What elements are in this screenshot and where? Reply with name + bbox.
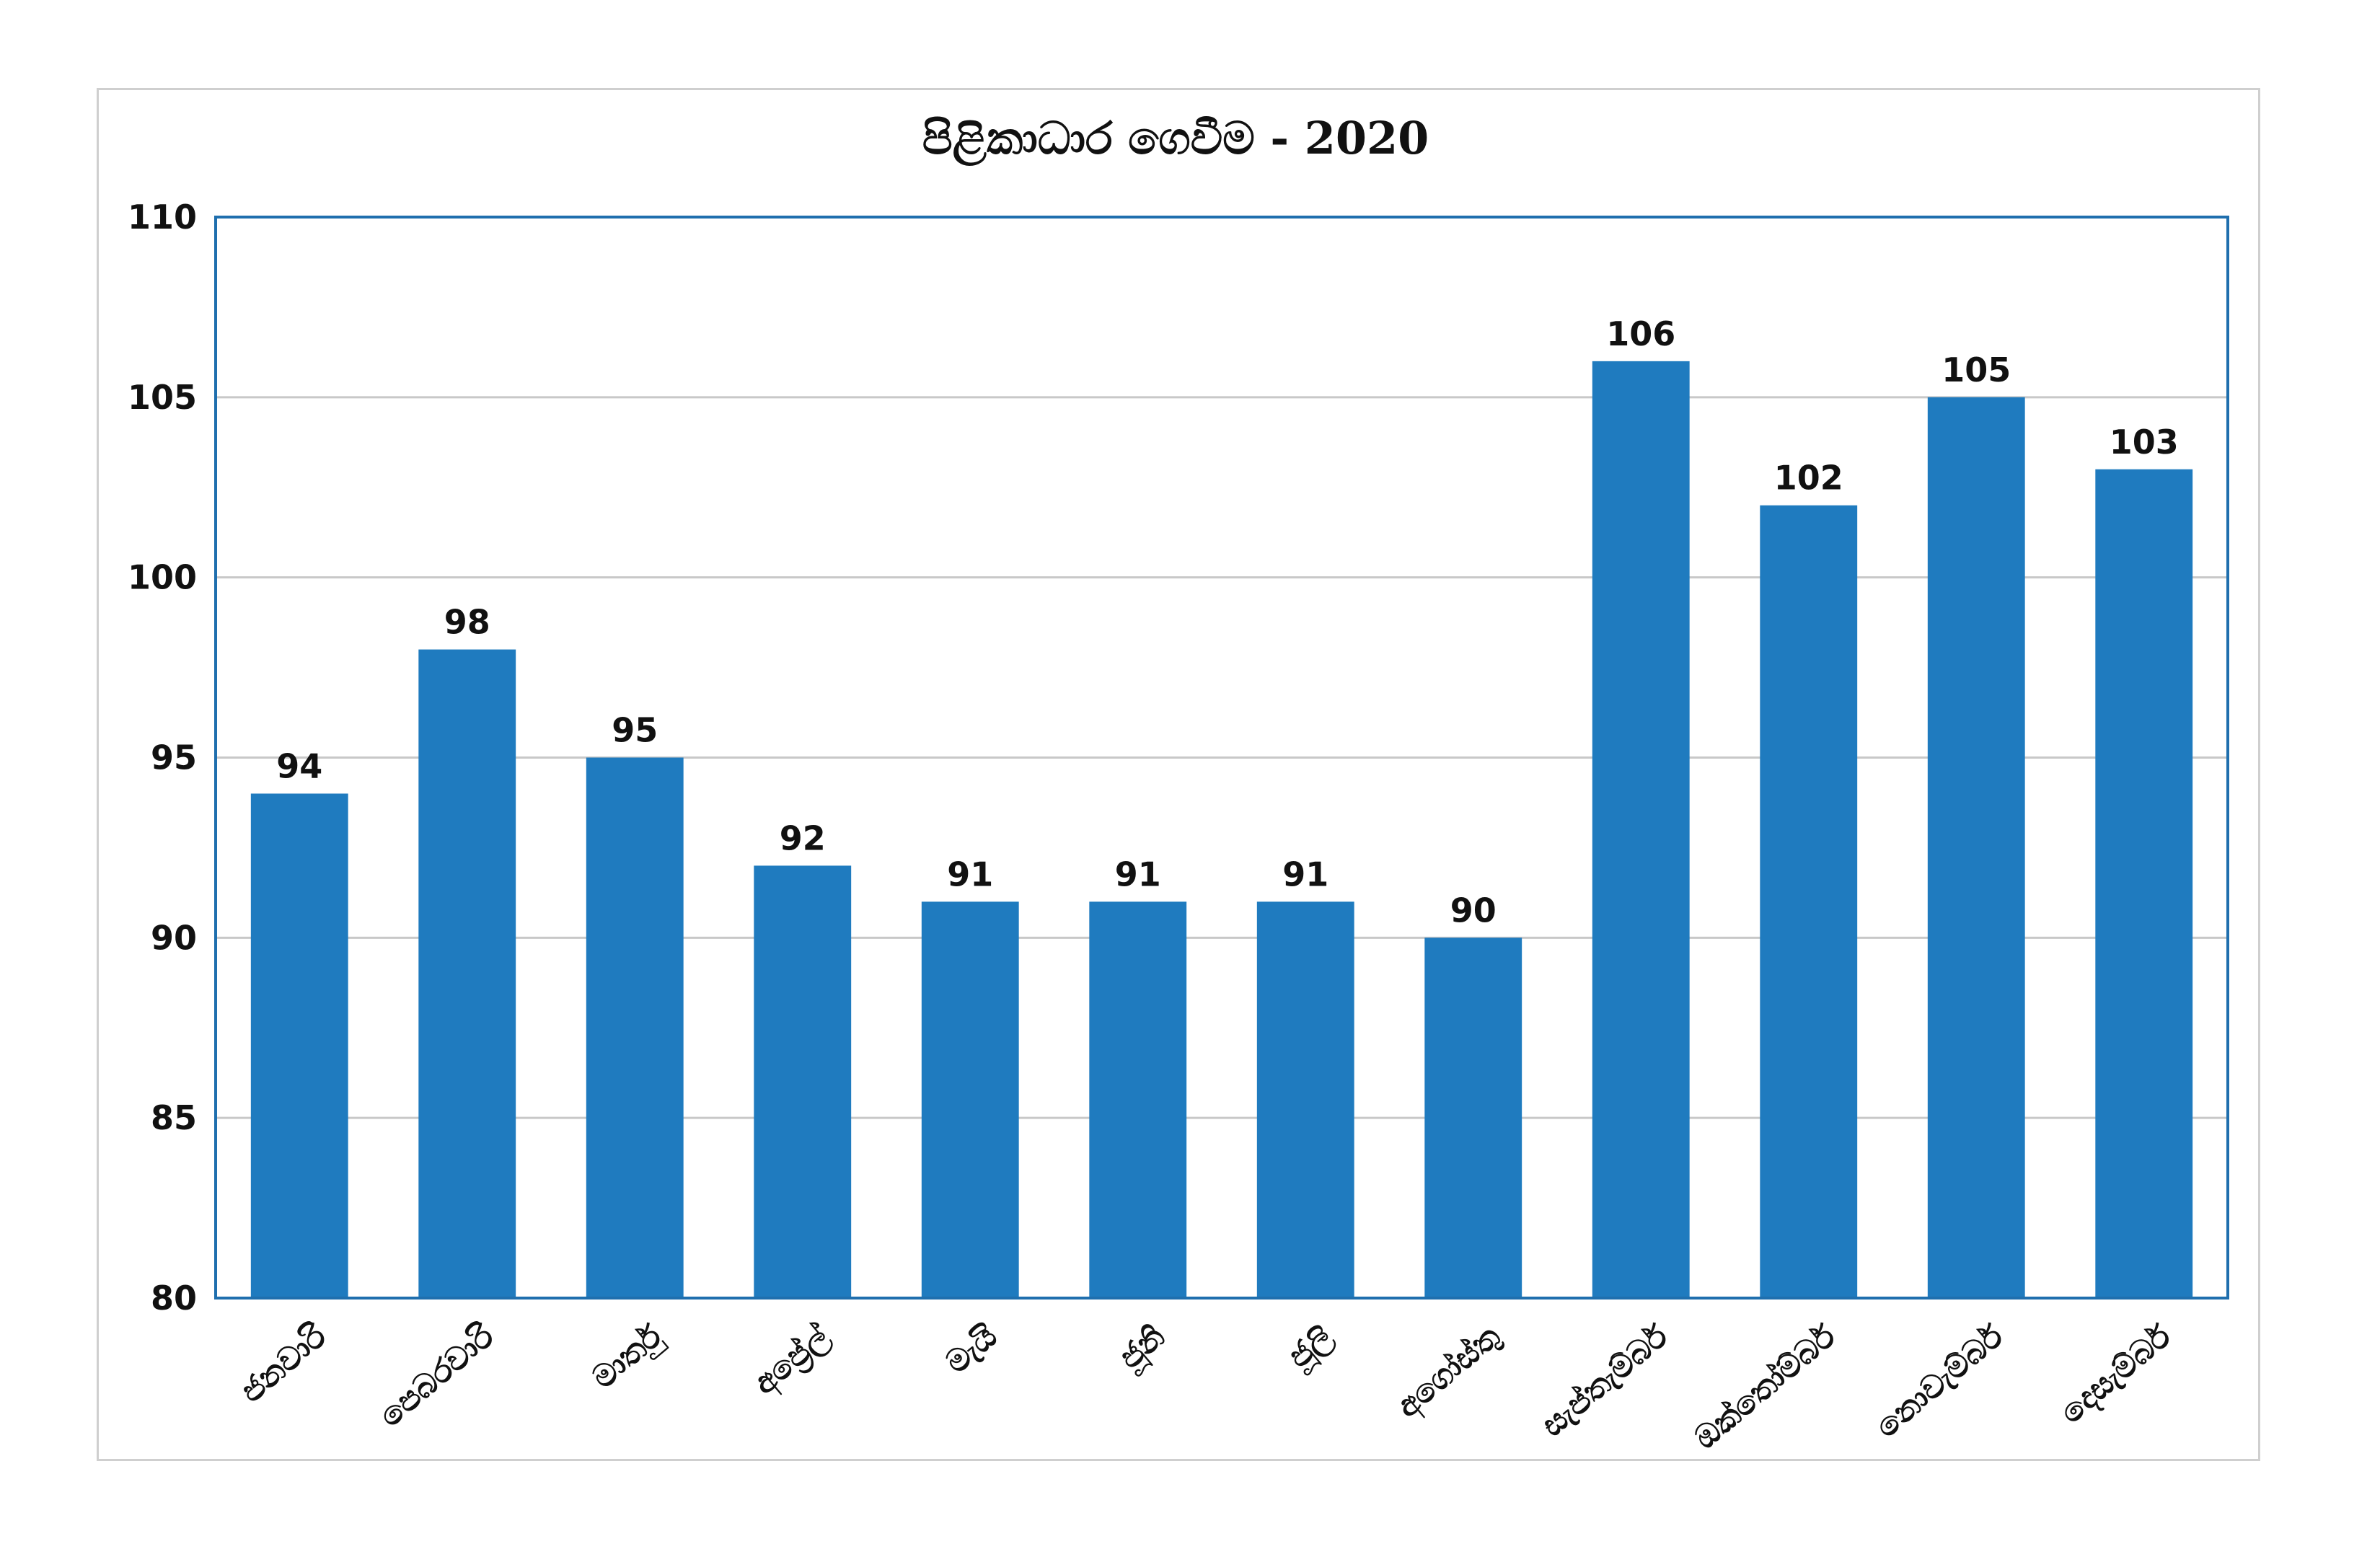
x-tick-label: ජූනි (1112, 1318, 1174, 1378)
x-tick-label: නොවැම්බර් (1869, 1318, 2011, 1445)
plot-area-border (214, 216, 2229, 1300)
bar (2095, 469, 2193, 1299)
y-tick-label: 110 (128, 198, 197, 237)
x-tick-label: අගෝස්තු (1390, 1318, 1509, 1426)
bar (1256, 901, 1354, 1298)
y-axis-ticks: 80 85 90 95 100 105 110 (128, 198, 197, 1318)
x-axis-ticks: ජනවාරි පෙබරවාරි මාර්තු අප්‍රේල් මැයි ජූනි ජූලි… (233, 1317, 2179, 1456)
x-tick-label: ඔක්තෝම්බර් (1688, 1318, 1843, 1456)
bar (921, 901, 1019, 1298)
data-label: 94 (276, 746, 322, 785)
data-label: 90 (1450, 891, 1497, 930)
data-label: 102 (1774, 459, 1843, 498)
bar (1927, 397, 2025, 1298)
y-tick-label: 105 (128, 378, 197, 417)
y-tick-label: 100 (128, 558, 197, 597)
data-label: 91 (947, 855, 993, 893)
data-label: 91 (1282, 855, 1328, 893)
y-tick-label: 90 (151, 918, 197, 957)
data-label: 91 (1115, 855, 1161, 893)
data-label: 106 (1606, 314, 1675, 353)
data-labels: 94 98 95 92 91 91 91 90 106 102 105 103 (276, 314, 2179, 930)
x-tick-label: සැප්තැම්බර් (1535, 1318, 1675, 1444)
gridlines (216, 216, 2228, 1300)
chart-frame: පිළිකාධාර ගෙවීම - 2020 80 85 90 95 100 105 110… (97, 88, 2260, 1461)
bar (250, 793, 348, 1298)
bar (418, 649, 516, 1298)
y-tick-label: 80 (151, 1279, 197, 1318)
data-label: 92 (780, 818, 826, 857)
bar (1592, 361, 1690, 1298)
bar (586, 757, 684, 1298)
bar-chart: පිළිකාධාර ගෙවීම - 2020 80 85 90 95 100 105 110… (128, 112, 2229, 1457)
y-tick-label: 95 (151, 738, 197, 777)
x-tick-label: පෙබරවාරි (371, 1317, 501, 1434)
x-tick-label: මැයි (939, 1318, 1005, 1381)
bars (250, 361, 2193, 1299)
bar (1089, 901, 1187, 1298)
data-label: 95 (612, 711, 658, 750)
x-tick-label: මාර්තු (585, 1318, 670, 1398)
x-tick-label: දෙසැම්බර් (2053, 1318, 2180, 1432)
x-tick-label: අප්‍රේල් (746, 1318, 839, 1404)
x-tick-label: ජනවාරි (233, 1317, 334, 1410)
data-label: 103 (2110, 423, 2179, 462)
bar (754, 865, 852, 1298)
bar (1424, 937, 1522, 1298)
x-tick-label: ජූලි (1281, 1318, 1341, 1377)
data-label: 98 (444, 603, 490, 642)
bar (1760, 505, 1858, 1298)
chart-title: පිළිකාධාර ගෙවීම - 2020 (922, 112, 1429, 166)
data-label: 105 (1942, 350, 2011, 389)
y-tick-label: 85 (151, 1098, 197, 1137)
